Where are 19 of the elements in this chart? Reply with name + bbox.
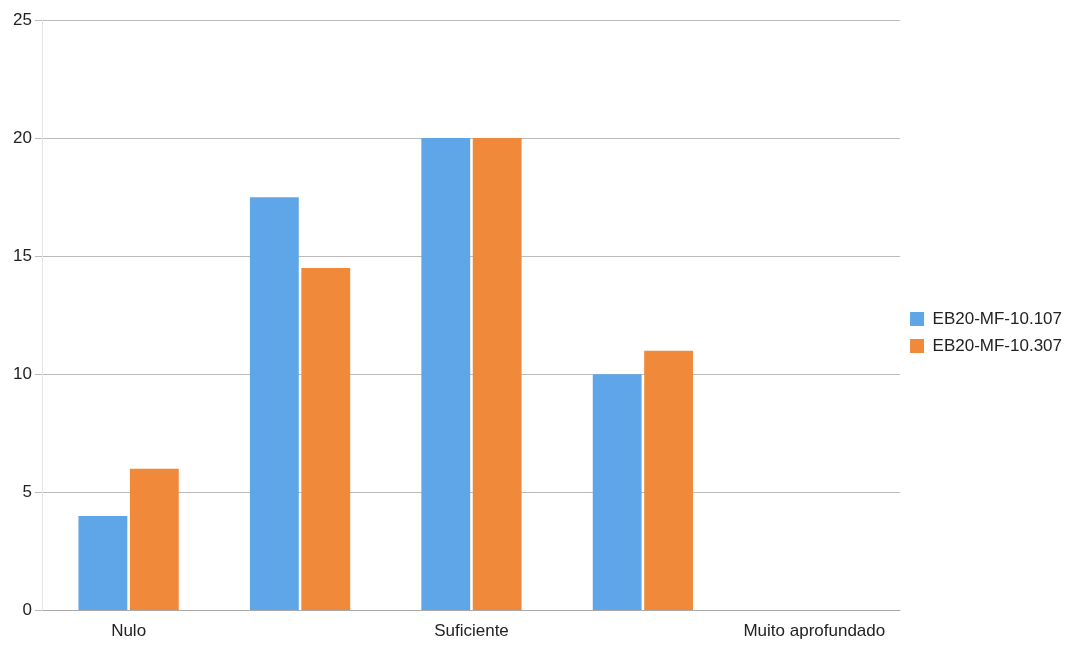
bar: [78, 516, 128, 611]
legend-label: EB20-MF-10.307: [932, 335, 1062, 355]
bar: [592, 374, 642, 611]
x-tick-label: Nulo: [111, 621, 147, 641]
y-tick-label: 20: [12, 127, 32, 147]
bar: [644, 350, 694, 611]
x-tick-label: Muito aprofundado: [743, 621, 886, 641]
bar: [301, 268, 351, 611]
bar: [249, 197, 299, 611]
y-tick-label: 25: [12, 9, 32, 29]
y-tick-label: 5: [22, 482, 32, 502]
x-tick-label: Suficiente: [434, 621, 509, 641]
y-tick-label: 0: [22, 600, 32, 620]
bar: [129, 468, 179, 611]
legend-label: EB20-MF-10.107: [932, 308, 1062, 328]
y-tick-label: 15: [12, 245, 32, 265]
bar: [472, 138, 522, 611]
bar: [421, 138, 471, 611]
y-tick-label: 10: [12, 364, 32, 384]
